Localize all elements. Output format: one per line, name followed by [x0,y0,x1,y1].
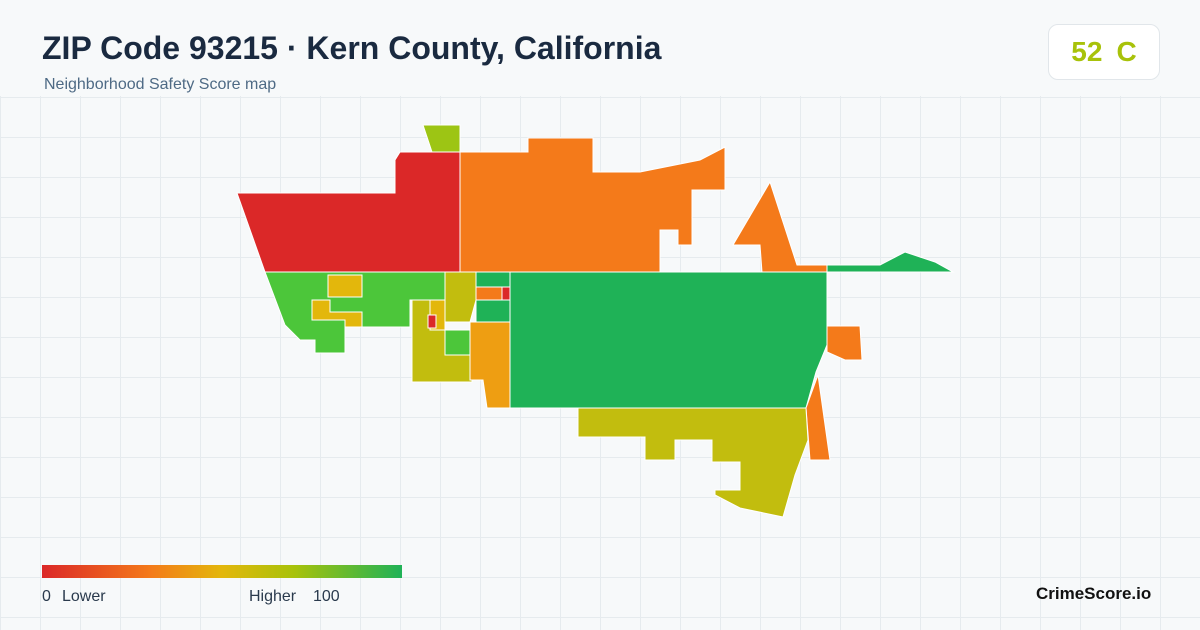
area [459,137,726,273]
legend-min: 0 [42,588,51,605]
legend-bar [42,565,402,578]
legend-max: 100 [313,588,340,605]
area [501,286,511,301]
score-badge: 52 C [1048,24,1160,80]
title: ZIP Code 93215 · Kern County, California [42,30,662,66]
subtitle: Neighborhood Safety Score map [44,76,277,93]
brand: CrimeScore.io [1036,584,1152,603]
area [475,286,503,301]
area [509,271,828,409]
area [327,274,363,298]
score-value: 52 [1071,36,1103,67]
area [236,151,461,273]
area [422,124,461,153]
area [469,321,511,409]
legend-max-label: Higher [249,588,297,605]
area [444,329,471,356]
score-grade: C [1116,36,1137,67]
area [577,407,809,518]
legend-min-label: Lower [62,588,106,605]
area [427,314,437,329]
area [311,299,363,328]
area [826,251,955,273]
area [444,271,477,323]
area [826,325,863,361]
area [805,374,831,461]
area [732,180,828,273]
header [0,0,1200,96]
area [475,299,511,323]
area [475,271,511,288]
